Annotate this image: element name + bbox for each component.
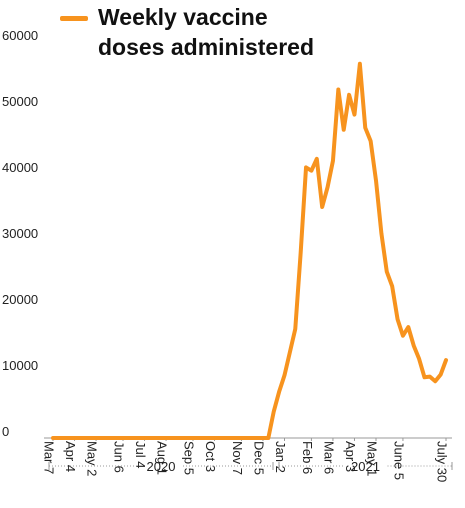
x-tick-label: Jan 2 (273, 441, 288, 473)
y-tick-label: 60000 (2, 28, 38, 43)
x-tick-label: Oct 3 (203, 441, 218, 472)
year-label: 2021 (351, 459, 380, 474)
x-tick-label: Jun 6 (112, 441, 127, 473)
line-series (51, 61, 448, 440)
x-tick-label: Aug 1 (155, 441, 170, 475)
x-tick-label: May 1 (365, 441, 380, 476)
y-tick-label: 10000 (2, 358, 38, 373)
legend: Weekly vaccine doses administered (60, 2, 338, 62)
x-tick-label: Apr 3 (343, 441, 358, 472)
y-tick-label: 50000 (2, 94, 38, 109)
x-tick-label: Dec 5 (252, 441, 267, 475)
y-tick-label: 30000 (2, 226, 38, 241)
x-tick-label: Sep 5 (182, 441, 197, 475)
y-tick-label: 20000 (2, 292, 38, 307)
x-tick-label: Jul 4 (133, 441, 148, 468)
y-tick-label: 0 (2, 424, 9, 439)
x-tick-label: Apr 4 (63, 441, 78, 472)
y-tick-label: 40000 (2, 160, 38, 175)
year-label: 2020 (147, 459, 176, 474)
legend-swatch (60, 16, 88, 21)
x-tick-label: June 5 (391, 441, 406, 480)
x-tick-label: Mar 6 (322, 441, 337, 474)
x-tick-label: July 30 (435, 441, 450, 482)
x-tick-label: Feb 6 (300, 441, 315, 474)
x-tick-label: May 2 (85, 441, 100, 476)
x-tick-label: Nov 7 (230, 441, 245, 475)
legend-label: Weekly vaccine doses administered (98, 4, 315, 60)
